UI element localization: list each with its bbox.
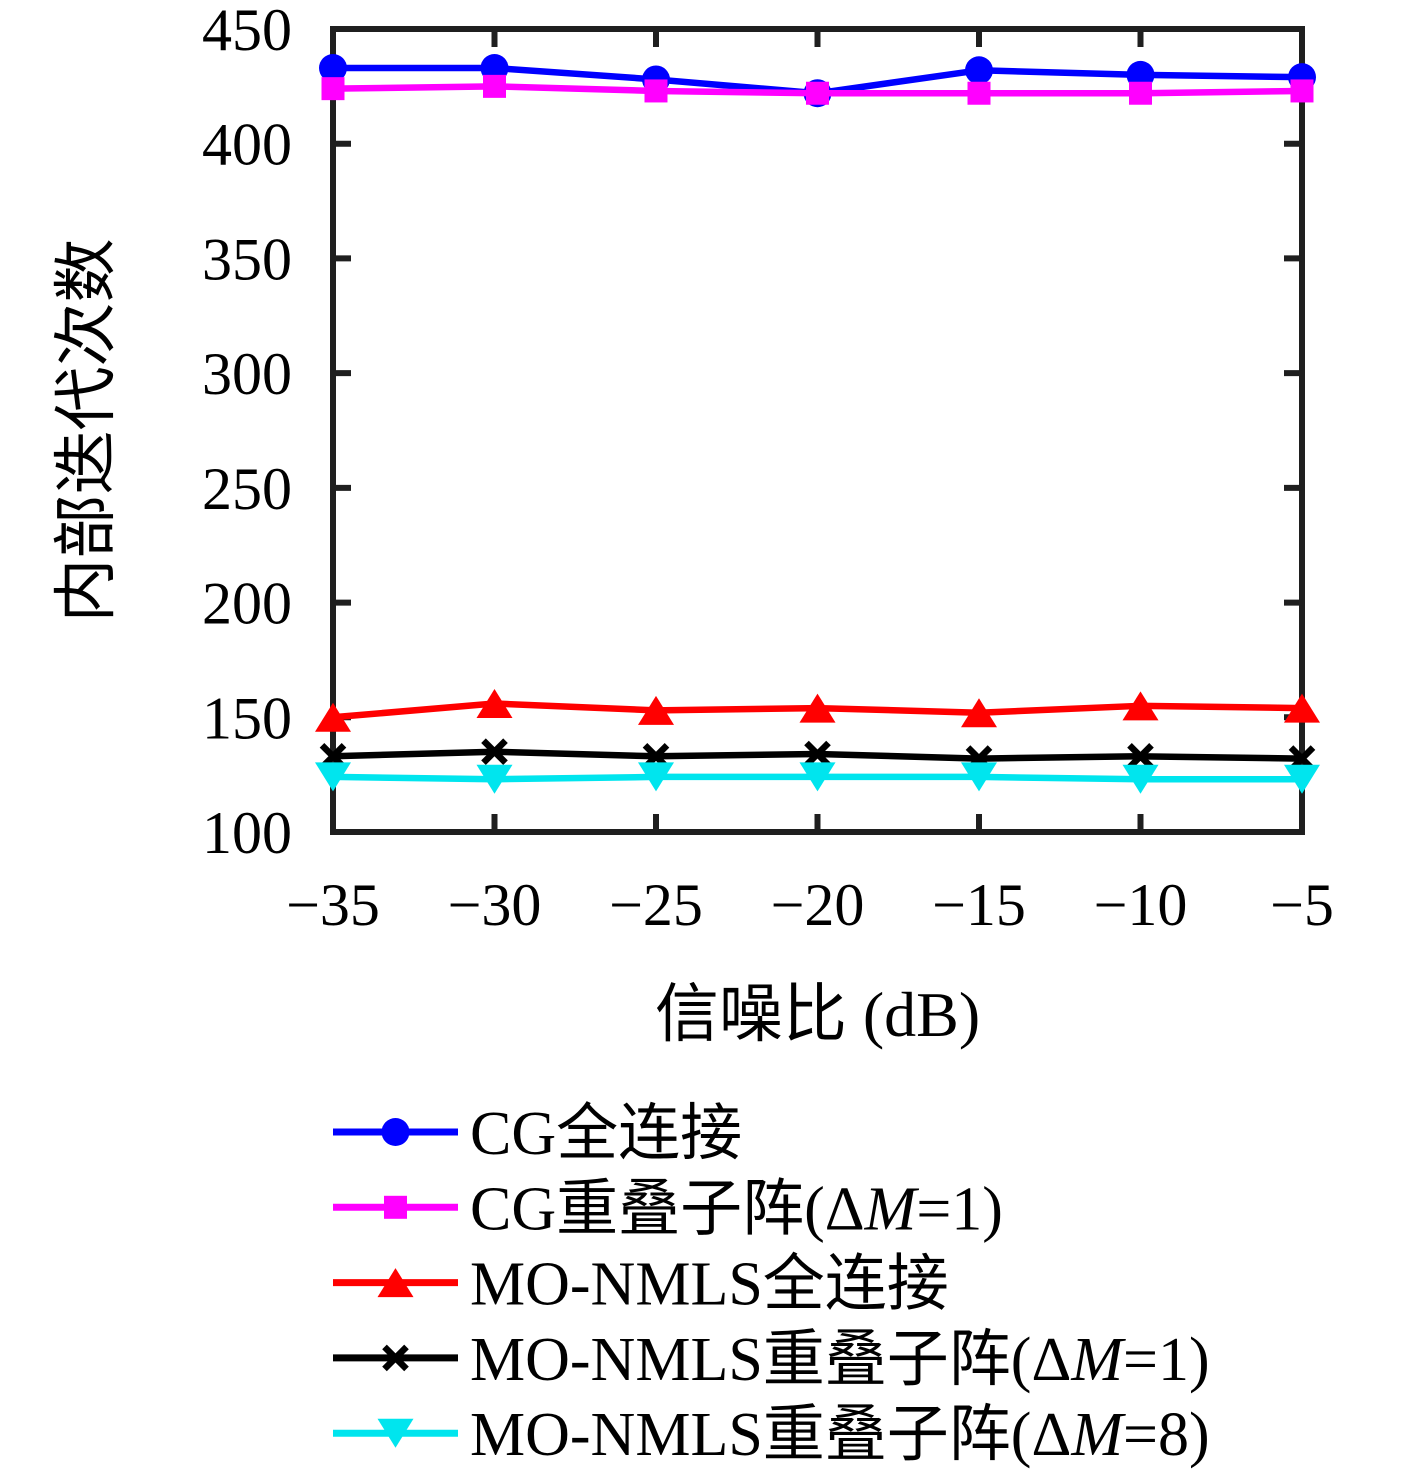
legend-square-icon bbox=[384, 1195, 407, 1219]
legend-item-2: MO-NMLS全连接 bbox=[333, 1251, 949, 1319]
y-tick-label: 100 bbox=[202, 800, 292, 866]
legend-label: MO-NMLS全连接 bbox=[470, 1251, 949, 1319]
legend-label: MO-NMLS重叠子阵(ΔM=8) bbox=[470, 1401, 1210, 1469]
series-1 bbox=[321, 74, 1314, 105]
series-2-marker-icon bbox=[961, 698, 997, 728]
series-2-marker-icon bbox=[1122, 691, 1159, 721]
series-3-marker-icon bbox=[804, 740, 831, 768]
series-4-marker-icon bbox=[638, 762, 674, 792]
series-4-marker-icon bbox=[799, 762, 836, 792]
legend-item-3: MO-NMLS重叠子阵(ΔM=1) bbox=[333, 1326, 1210, 1394]
legend-label: MO-NMLS重叠子阵(ΔM=1) bbox=[470, 1326, 1210, 1394]
series-1-marker-icon bbox=[483, 74, 506, 98]
legend-label: CG全连接 bbox=[470, 1100, 742, 1168]
x-tick-label: −35 bbox=[286, 872, 380, 938]
series-3-marker-icon bbox=[1127, 742, 1154, 770]
y-tick-label: 400 bbox=[202, 112, 292, 178]
x-tick-label: −30 bbox=[448, 872, 542, 938]
legend-circle-icon bbox=[381, 1118, 410, 1146]
y-tick-label: 200 bbox=[202, 571, 292, 637]
series-4-marker-icon bbox=[1284, 764, 1320, 794]
x-tick-label: −20 bbox=[771, 872, 865, 938]
y-tick-label: 250 bbox=[202, 456, 292, 522]
x-tick-label: −10 bbox=[1094, 872, 1188, 938]
legend-item-4: MO-NMLS重叠子阵(ΔM=8) bbox=[333, 1401, 1210, 1469]
series-3-marker-icon bbox=[481, 738, 508, 765]
x-tick-label: −5 bbox=[1270, 872, 1334, 938]
y-axis-title: 内部迭代次数 bbox=[51, 239, 122, 623]
legend-triangle-down-icon bbox=[377, 1418, 414, 1448]
series-0-marker-icon bbox=[965, 56, 993, 85]
legend-triangle-up-icon bbox=[377, 1268, 414, 1298]
series-4-marker-icon bbox=[476, 764, 513, 794]
series-4-marker-icon bbox=[961, 762, 997, 792]
y-tick-label: 150 bbox=[202, 685, 292, 751]
series-4-marker-icon bbox=[1122, 764, 1159, 794]
legend-x-icon bbox=[382, 1344, 409, 1372]
series-2 bbox=[315, 689, 1320, 732]
series-1-marker-icon bbox=[967, 81, 991, 105]
series-2-marker-icon bbox=[799, 693, 836, 723]
x-tick-label: −15 bbox=[932, 872, 1026, 938]
series-2-marker-icon bbox=[315, 702, 351, 732]
legend-item-0: CG全连接 bbox=[333, 1100, 742, 1168]
x-tick-label: −25 bbox=[609, 872, 703, 938]
series-2-marker-icon bbox=[1284, 693, 1320, 723]
y-tick-label: 450 bbox=[202, 0, 292, 63]
y-tick-label: 300 bbox=[202, 341, 292, 407]
y-tick-label: 350 bbox=[202, 226, 292, 292]
legend-label: CG重叠子阵(ΔM=1) bbox=[470, 1175, 1003, 1243]
x-axis-title: 信噪比 (dB) bbox=[655, 979, 980, 1050]
series-1-marker-icon bbox=[1290, 79, 1314, 103]
series-1-marker-icon bbox=[321, 77, 345, 101]
legend-item-1: CG重叠子阵(ΔM=1) bbox=[333, 1175, 1003, 1243]
series-2-marker-icon bbox=[638, 695, 674, 725]
series-0-marker-icon bbox=[319, 54, 347, 83]
series-1-marker-icon bbox=[644, 79, 668, 103]
series-4-marker-icon bbox=[315, 762, 351, 792]
series-2-marker-icon bbox=[476, 689, 513, 719]
series-1-marker-icon bbox=[1129, 81, 1152, 105]
series-1-marker-icon bbox=[806, 81, 829, 105]
series-4 bbox=[315, 762, 1320, 794]
